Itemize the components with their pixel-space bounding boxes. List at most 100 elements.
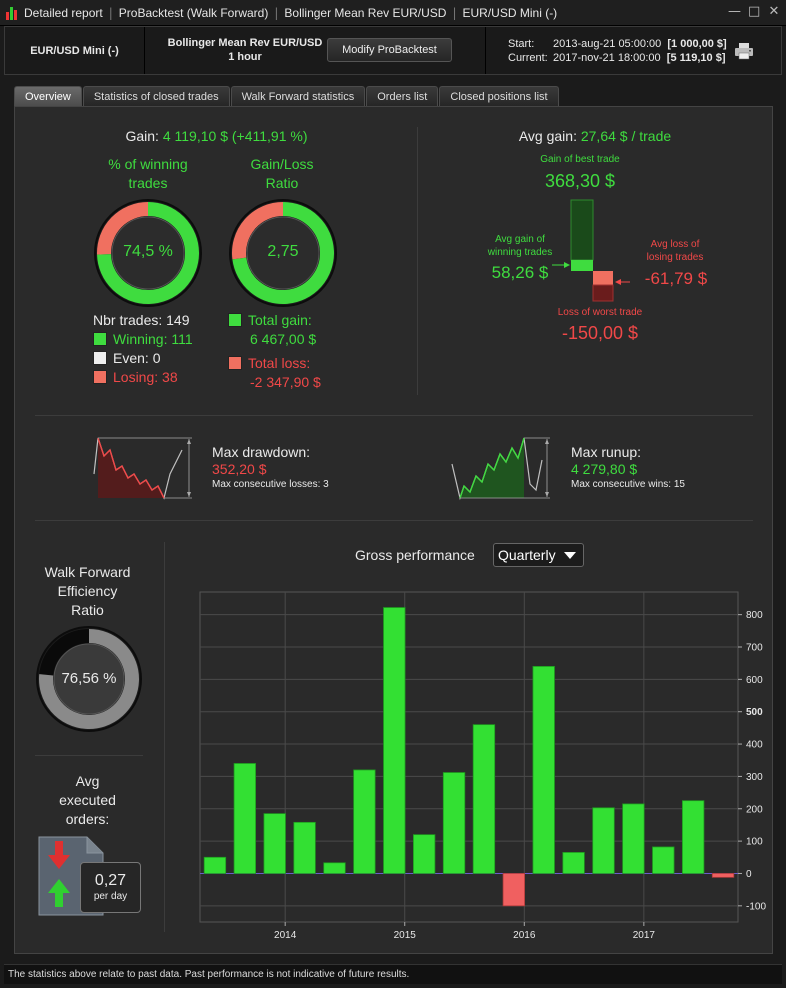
bar-quarter-6[interactable] (353, 769, 376, 874)
bar-quarter-4[interactable] (293, 821, 316, 874)
x-tick-label: 2016 (513, 930, 536, 941)
bar-quarter-8[interactable] (413, 834, 436, 874)
even-legend-icon (93, 351, 107, 365)
x-tick-label: 2014 (274, 930, 297, 941)
strategy-name: Bollinger Mean Rev EUR/USD (167, 37, 323, 49)
y-tick-label: 100 (746, 837, 763, 848)
bar-quarter-11[interactable] (502, 873, 525, 907)
max-drawdown-value: 352,20 $ (212, 461, 267, 477)
total-gain-label: Total gain: (248, 312, 312, 328)
trade-range-graphic (552, 199, 630, 302)
period-selected: Quarterly (498, 547, 556, 563)
window-title-part-2: ProBacktest (Walk Forward) (118, 5, 269, 20)
max-runup: Max runup: 4 279,80 $ Max consecutive wi… (571, 444, 685, 490)
strategy-info: Bollinger Mean Rev EUR/USD 1 hour (165, 36, 325, 64)
avg-gain-value: 27,64 $ / trade (580, 128, 672, 144)
y-tick-label: 500 (746, 707, 763, 718)
trade-counts: Nbr trades: 149 Winning: 111 Even: 0 Los… (93, 311, 193, 387)
max-consecutive-losses: Max consecutive losses: 3 (212, 479, 329, 490)
bar-quarter-9[interactable] (442, 772, 466, 874)
bar-quarter-15[interactable] (622, 803, 645, 874)
y-tick-label: 600 (746, 675, 763, 686)
current-label: Current: (508, 52, 548, 64)
bar-quarter-12[interactable] (532, 666, 555, 874)
tab-orders-list[interactable]: Orders list (366, 86, 439, 106)
gain-loss-ratio-value: 2,75 (267, 243, 299, 260)
maximize-icon[interactable]: □ (748, 4, 761, 19)
current-date: 2017-nov-21 18:00:00 (553, 52, 661, 64)
bar-quarter-13[interactable] (562, 852, 585, 874)
bar-quarter-18[interactable] (711, 873, 735, 878)
bar-quarter-1[interactable] (203, 856, 227, 874)
total-gain-legend-icon (228, 313, 242, 327)
drawdown-sparkline-icon (93, 437, 192, 500)
y-tick-label: -100 (746, 901, 766, 912)
runup-sparkline-icon (451, 437, 550, 501)
modify-probacktest-button[interactable]: Modify ProBacktest (327, 38, 452, 62)
close-icon[interactable]: ✕ (768, 4, 780, 19)
bar-quarter-14[interactable] (592, 807, 615, 874)
max-drawdown-label: Max drawdown: (212, 444, 311, 460)
max-drawdown: Max drawdown: 352,20 $ Max consecutive l… (212, 444, 329, 490)
orders-unit: per day (93, 891, 128, 902)
avg-loss-label: Avg loss of losing trades (646, 239, 704, 263)
tab-closed-positions-list[interactable]: Closed positions list (439, 86, 559, 106)
wfe-value: 76,56 % (61, 670, 117, 687)
print-icon[interactable] (734, 42, 754, 60)
max-runup-label: Max runup: (571, 444, 642, 460)
tab-overview[interactable]: Overview (14, 86, 82, 106)
bar-quarter-16[interactable] (652, 846, 675, 874)
chevron-down-icon (564, 552, 576, 559)
gain-label: Gain: (125, 128, 159, 144)
winning-count: Winning: 111 (93, 330, 193, 349)
wfe-remaining-arc (39, 629, 90, 676)
app-candlestick-icon (6, 6, 20, 20)
bar-quarter-7[interactable] (383, 607, 406, 874)
overview-panel: Gain: 4 119,10 $ (+411,91 %) % of winnin… (14, 106, 773, 954)
bar-quarter-2[interactable] (233, 763, 256, 874)
start-capital: [1 000,00 $] (667, 38, 727, 50)
bar-quarter-3[interactable] (263, 813, 286, 874)
y-tick-label: 0 (746, 869, 752, 880)
winning-percent-value: 74,5 % (123, 243, 173, 260)
best-trade-value: 368,30 $ (544, 171, 616, 191)
gain-loss-ratio-donut (229, 199, 337, 307)
x-tick-label: 2017 (633, 930, 656, 941)
orders-per-day-box: 0,27 per day (80, 862, 141, 913)
minimize-icon[interactable]: — (728, 4, 741, 19)
winning-legend-icon (93, 332, 107, 346)
bar-quarter-10[interactable] (472, 724, 496, 874)
losing-count: Losing: 38 (93, 368, 193, 387)
strategy-timeframe: 1 hour (228, 51, 262, 63)
orders-value: 0,27 (94, 872, 127, 889)
gross-performance-chart: -100 0 100 200 300 400 500 600 700 800 2014 2015 201… (199, 591, 766, 941)
max-consecutive-wins: Max consecutive wins: 15 (571, 479, 685, 490)
avg-loss-value: -61,79 $ (644, 269, 708, 288)
tab-walk-forward-statistics[interactable]: Walk Forward statistics (230, 86, 366, 106)
best-trade-label: Gain of best trade (540, 154, 620, 165)
window-title-part-4: EUR/USD Mini (-) (462, 5, 558, 20)
avg-orders-title: Avg executed orders: (59, 773, 116, 827)
total-gain-loss: Total gain: 6 467,00 $ Total loss: -2 34… (228, 311, 321, 392)
backtest-dates: Start: 2013-aug-21 05:00:00 [1 000,00 $]… (508, 37, 727, 65)
y-tick-label: 400 (746, 740, 763, 751)
total-loss-legend-icon (228, 356, 242, 370)
start-label: Start: (508, 38, 535, 50)
start-date: 2013-aug-21 05:00:00 (553, 38, 662, 50)
disclaimer-footer: The statistics above relate to past data… (4, 964, 782, 984)
losing-legend-icon (93, 370, 107, 384)
bar-quarter-17[interactable] (682, 800, 705, 874)
total-loss-value: -2 347,90 $ (250, 374, 321, 390)
tab-statistics-closed-trades[interactable]: Statistics of closed trades (82, 86, 230, 106)
bar-quarter-5[interactable] (323, 862, 346, 874)
max-runup-value: 4 279,80 $ (571, 461, 638, 477)
y-tick-label: 700 (746, 643, 763, 654)
wfe-fill-arc (39, 629, 139, 729)
y-tick-label: 800 (746, 610, 763, 621)
worst-trade-label: Loss of worst trade (557, 307, 643, 318)
report-header: EUR/USD Mini (-) Bollinger Mean Rev EUR/… (4, 26, 782, 75)
window-title-part-3: Bollinger Mean Rev EUR/USD (284, 5, 447, 20)
even-count: Even: 0 (93, 349, 193, 368)
report-tabs: Overview Statistics of closed trades Wal… (14, 86, 560, 106)
period-dropdown[interactable]: Quarterly (493, 543, 584, 567)
